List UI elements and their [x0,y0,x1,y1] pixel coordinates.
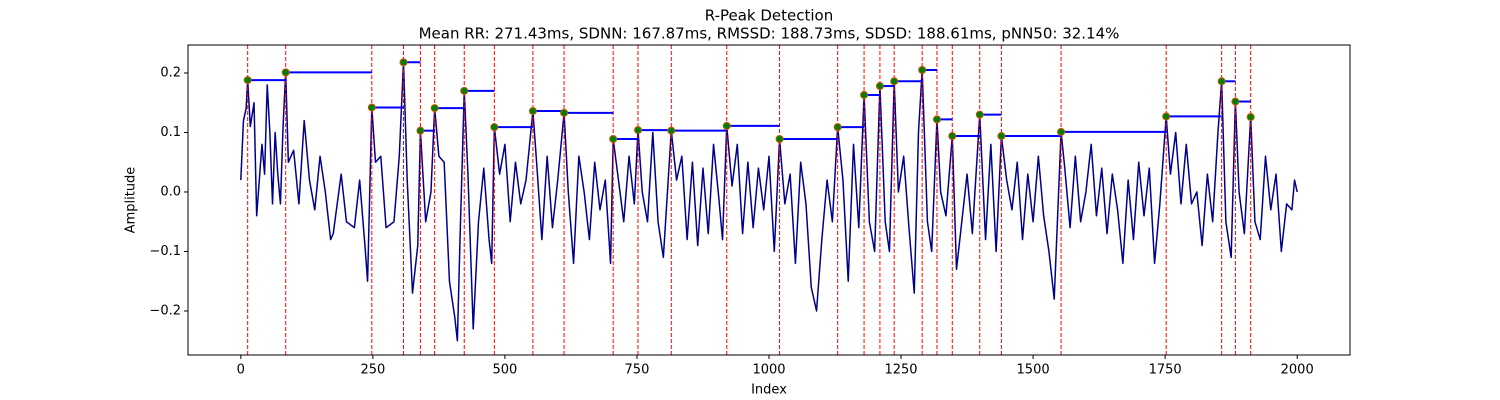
peak-marker [932,115,941,124]
y-tick-label: 0.2 [160,65,181,80]
peak-marker [430,104,439,113]
peak-marker [460,86,469,95]
peak-marker [875,82,884,91]
peak-marker [890,77,899,86]
signal-line [240,61,1298,342]
chart-title: R-Peak Detection [705,7,833,25]
peak-marker [243,76,252,85]
peak-marker [1246,112,1255,121]
peak-marker [609,135,618,144]
peak-marker [528,107,537,116]
peak-marker [775,135,784,144]
x-tick-label: 1500 [1017,363,1050,378]
peak-marker [416,126,425,135]
peak-marker [860,90,869,99]
peak-marker [634,126,643,135]
peak-marker [1162,112,1171,121]
x-tick-label: 750 [625,363,650,378]
x-tick-label: 0 [237,363,245,378]
peak-marker [490,123,499,132]
y-tick-label: 0.1 [160,125,181,140]
peak-marker [667,126,676,135]
y-axis-label: Amplitude [124,167,139,234]
y-tick-label: −0.2 [149,303,181,318]
plot-frame [187,44,1351,356]
y-tick-label: −0.1 [149,244,181,259]
x-tick-label: 2000 [1281,363,1314,378]
peak-marker [399,58,408,67]
x-axis-label: Index [751,383,787,398]
peak-marker [948,132,957,141]
peak-marker [1217,77,1226,86]
chart-subtitle: Mean RR: 271.43ms, SDNN: 167.87ms, RMSSD… [419,25,1120,43]
peak-marker [833,123,842,132]
x-tick-label: 1250 [884,363,917,378]
x-tick-label: 250 [360,363,385,378]
peak-marker [918,65,927,74]
x-tick-label: 1750 [1149,363,1182,378]
peak-marker [722,121,731,130]
peak-marker [560,108,569,117]
peak-marker [997,132,1006,141]
y-tick-label: 0.0 [160,184,181,199]
peak-marker [1231,97,1240,106]
peak-marker [367,103,376,112]
x-tick-label: 500 [492,363,517,378]
x-tick-label: 1000 [752,363,785,378]
peak-marker [1057,127,1066,136]
peak-marker [281,68,290,77]
peak-marker [975,110,984,119]
